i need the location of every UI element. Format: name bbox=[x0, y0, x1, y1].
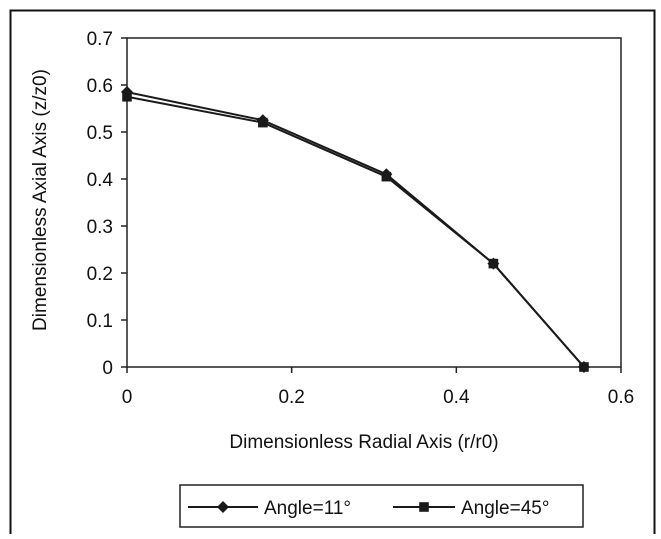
y-tick-label: 0.5 bbox=[87, 123, 113, 144]
square-marker bbox=[419, 502, 429, 512]
x-axis-title: Dimensionless Radial Axis (r/r0) bbox=[229, 432, 498, 453]
series-square bbox=[122, 91, 589, 372]
x-tick-label: 0.6 bbox=[608, 387, 634, 408]
square-marker bbox=[488, 258, 499, 269]
y-tick-label: 0.1 bbox=[87, 311, 113, 332]
y-tick-label: 0.7 bbox=[87, 29, 113, 50]
square-marker bbox=[381, 171, 392, 182]
y-axis-title: Dimensionless Axial Axis (z/z0) bbox=[30, 69, 51, 331]
legend-label: Angle=11° bbox=[264, 498, 351, 519]
series-layer bbox=[121, 86, 590, 373]
y-tick-label: 0.6 bbox=[87, 76, 113, 97]
figure-border bbox=[9, 9, 656, 539]
legend-label: Angle=45° bbox=[461, 498, 549, 519]
diamond-marker bbox=[217, 501, 229, 513]
x-tick-label: 0 bbox=[122, 387, 133, 408]
y-tick-label: 0 bbox=[102, 358, 113, 379]
y-axis-ticks: 0 0.1 0.2 0.3 0.4 0.5 0.6 0.7 bbox=[87, 29, 127, 379]
plot-area bbox=[126, 37, 622, 368]
legend: Angle=11° Angle=45° bbox=[179, 484, 584, 528]
legend-item: Angle=11° bbox=[188, 498, 351, 519]
square-marker bbox=[258, 117, 268, 128]
x-tick-label: 0.4 bbox=[443, 387, 470, 408]
y-tick-label: 0.2 bbox=[87, 264, 113, 285]
square-marker bbox=[579, 362, 589, 372]
x-axis-ticks: 0 0.2 0.4 0.6 bbox=[122, 367, 634, 408]
x-tick-label: 0.2 bbox=[278, 387, 304, 408]
square-marker bbox=[122, 91, 132, 102]
y-tick-label: 0.3 bbox=[87, 217, 113, 238]
legend-item: Angle=45° bbox=[393, 498, 549, 519]
y-tick-label: 0.4 bbox=[87, 170, 114, 191]
